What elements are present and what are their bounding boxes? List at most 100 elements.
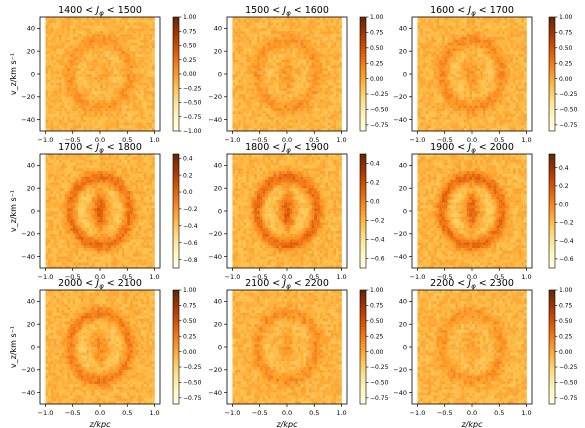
heatmap-cells xyxy=(417,17,527,132)
colorbar-tick-label: 0.25 xyxy=(370,60,384,67)
colorbar-tick-label: 0.0 xyxy=(370,199,380,206)
colorbar-tick-label: −0.75 xyxy=(559,395,578,402)
colorbar-tick-label: 0.25 xyxy=(183,333,197,340)
y-tick-label: 40 xyxy=(214,162,222,170)
colorbar-tick-label: −0.2 xyxy=(183,206,198,213)
colorbar: 1.00 0.75 0.50 0.25 0.00 −0.25 −0.50 −0.75 xyxy=(172,287,202,405)
x-tick-label: 0.5 xyxy=(309,409,319,417)
x-tick-label: 0.0 xyxy=(467,409,477,417)
colorbar-tick-label: −0.4 xyxy=(370,237,385,244)
colorbar-tick-label: −0.2 xyxy=(370,218,385,225)
x-tick-label: 0.5 xyxy=(122,136,132,144)
colorbar-tick-label: −0.6 xyxy=(183,240,198,247)
heatmap-cells xyxy=(232,290,342,405)
colorbar-tick-label: 0.2 xyxy=(370,180,380,187)
colorbar-tick-label: −0.6 xyxy=(559,256,574,263)
y-tick-label: −40 xyxy=(21,389,35,397)
colorbar: 1.00 0.75 0.50 0.25 0.00 −0.25 −0.50 −0.75 xyxy=(359,287,389,405)
x-tick-label: 0.5 xyxy=(494,273,504,281)
x-tick-label: −0.5 xyxy=(437,409,453,417)
colorbar-tick-label: 0.25 xyxy=(183,57,197,64)
y-tick-label: 40 xyxy=(399,25,407,33)
colorbar-tick-label: 0.50 xyxy=(370,45,384,52)
colorbar-tick-label: 0.50 xyxy=(183,318,197,325)
colorbar-tick-label: −0.50 xyxy=(183,380,202,387)
x-tick-label: 0.0 xyxy=(282,409,292,417)
y-tick-label: 0 xyxy=(218,343,222,351)
x-tick-label: −1.0 xyxy=(410,409,426,417)
colorbar-frame xyxy=(359,153,367,269)
x-tick-label: 0.0 xyxy=(467,136,477,144)
y-tick-label: 40 xyxy=(399,162,407,170)
colorbar-tick-label: −0.50 xyxy=(370,107,389,114)
panel-2: 1500 < Jφ < 1600 −1.0 −0.5 0.0 0.5 1.0 −40 −20 0… xyxy=(208,5,388,144)
y-tick-label: −40 xyxy=(393,389,407,397)
y-tick-label: −20 xyxy=(208,93,222,101)
panel-title: 1700 < Jφ < 1800 xyxy=(58,142,142,155)
y-tick-label: 0 xyxy=(403,343,407,351)
x-tick-label: −1.0 xyxy=(410,273,426,281)
y-tick-label: 40 xyxy=(399,298,407,306)
panel-8: 2100 < Jφ < 2200 −1.0 −0.5 0.0 0.5 1.0 −40 −20 0… xyxy=(208,278,388,428)
x-tick-label: −1.0 xyxy=(225,273,241,281)
panel-9: 2200 < Jφ < 2300 −1.0 −0.5 0.0 0.5 1.0 −40 −20 0… xyxy=(393,278,577,428)
y-tick-label: 20 xyxy=(399,48,407,56)
y-tick-label: 20 xyxy=(27,48,35,56)
y-tick-label: 0 xyxy=(403,207,407,215)
colorbar-tick-label: 0.75 xyxy=(183,28,197,35)
panel-title: 1600 < Jφ < 1700 xyxy=(430,5,514,18)
colorbar-tick-label: −0.6 xyxy=(370,256,385,263)
colorbar-tick-label: 0.4 xyxy=(559,165,569,172)
x-tick-label: −1.0 xyxy=(38,136,54,144)
y-tick-label: 0 xyxy=(403,70,407,78)
colorbar-tick-label: −0.4 xyxy=(183,223,198,230)
colorbar: 1.00 0.75 0.50 0.25 0.00 −0.25 −0.50 −0.75 −1.00 xyxy=(172,14,202,135)
colorbar-tick-label: −0.25 xyxy=(370,364,389,371)
colorbar-tick-label: −0.75 xyxy=(183,395,202,402)
colorbar-tick-label: −0.2 xyxy=(559,220,574,227)
x-tick-label: 0.0 xyxy=(282,136,292,144)
x-tick-label: −0.5 xyxy=(252,273,268,281)
colorbar-tick-label: 0.50 xyxy=(559,45,573,52)
y-tick-label: −40 xyxy=(21,116,35,124)
colorbar-tick-label: 0.4 xyxy=(370,161,380,168)
colorbar-tick-label: 1.00 xyxy=(370,14,384,21)
x-tick-label: −1.0 xyxy=(410,136,426,144)
x-tick-label: 0.5 xyxy=(309,136,319,144)
panel-title: 2000 < Jφ < 2100 xyxy=(58,278,142,291)
x-tick-label: 0.5 xyxy=(494,409,504,417)
colorbar-tick-label: 0.00 xyxy=(370,349,384,356)
x-tick-label: 0.5 xyxy=(122,273,132,281)
colorbar-tick-label: −0.50 xyxy=(559,107,578,114)
y-tick-label: 40 xyxy=(214,25,222,33)
colorbar-tick-label: −0.25 xyxy=(559,91,578,98)
colorbar-tick-label: 0.0 xyxy=(183,189,193,196)
y-tick-label: −40 xyxy=(21,253,35,261)
panel-1: 1400 < Jφ < 1500 −1.0 −0.5 0.0 0.5 1.0 −40 −20 0… xyxy=(9,5,202,144)
panel-5: 1800 < Jφ < 1900 −1.0 −0.5 0.0 0.5 1.0 −40 −20 0… xyxy=(208,142,384,281)
y-tick-label: −20 xyxy=(21,93,35,101)
y-tick-label: −20 xyxy=(393,230,407,238)
panel-4: 1700 < Jφ < 1800 −1.0 −0.5 0.0 0.5 1.0 −40 −20 0… xyxy=(9,142,198,281)
x-tick-label: 1.0 xyxy=(521,136,531,144)
heatmap-cells xyxy=(417,154,527,269)
colorbar-tick-label: 0.50 xyxy=(183,43,197,50)
colorbar-tick-label: 0.00 xyxy=(183,349,197,356)
y-tick-label: −40 xyxy=(208,253,222,261)
y-tick-label: −20 xyxy=(393,93,407,101)
x-tick-label: −1.0 xyxy=(225,136,241,144)
colorbar-tick-label: 0.75 xyxy=(559,30,573,37)
colorbar-tick-label: −0.8 xyxy=(183,257,198,264)
x-tick-label: −1.0 xyxy=(38,409,54,417)
colorbar-frame xyxy=(548,16,556,132)
heatmap-cells xyxy=(417,290,527,405)
x-tick-label: −0.5 xyxy=(65,136,81,144)
colorbar-tick-label: 0.25 xyxy=(559,333,573,340)
colorbar-tick-label: 0.75 xyxy=(370,30,384,37)
colorbar-tick-label: −0.75 xyxy=(370,395,389,402)
x-tick-label: 0.0 xyxy=(467,273,477,281)
y-tick-label: 40 xyxy=(27,298,35,306)
x-tick-label: 1.0 xyxy=(336,273,346,281)
heatmap-cells xyxy=(45,17,155,132)
